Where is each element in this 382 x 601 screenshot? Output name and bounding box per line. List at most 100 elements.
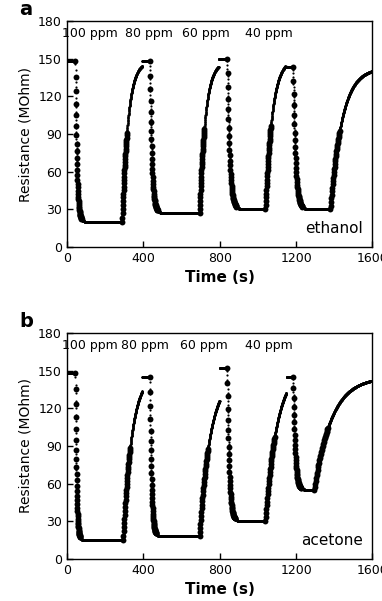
Point [284,372,290,382]
Point [299,202,305,212]
Point [291,125,298,135]
Point [283,388,290,398]
Point [300,203,306,213]
Point [238,516,244,526]
Point [324,426,330,435]
Point [149,493,155,503]
Point [355,381,361,391]
Point [86,535,92,545]
Point [121,510,128,519]
Point [74,513,81,522]
Point [134,401,140,411]
Point [156,207,162,217]
Point [170,531,176,541]
Point [143,56,149,66]
Point [103,217,109,227]
Point [217,363,223,373]
Point [87,535,94,545]
Point [326,204,332,214]
Point [197,521,203,531]
Point [183,209,189,218]
Point [345,94,351,103]
Point [108,217,114,227]
Point [339,394,345,404]
Point [80,535,86,545]
Point [343,100,349,110]
Point [293,463,299,472]
Point [211,413,217,423]
Point [165,209,171,218]
Point [272,88,278,97]
Point [330,410,336,420]
Point [320,204,326,214]
Point [84,217,90,227]
Point [248,204,254,214]
Point [66,368,72,378]
Point [64,56,70,66]
Point [216,54,222,64]
Point [287,372,293,382]
Point [338,396,344,406]
Point [339,395,345,404]
Point [270,444,276,454]
Point [166,209,172,218]
Point [369,67,375,76]
Point [324,427,330,437]
Point [204,448,210,457]
Point [66,56,73,66]
Point [236,516,242,526]
Point [366,67,372,77]
Point [252,516,258,526]
Point [347,386,353,396]
Point [272,89,278,99]
Point [98,217,104,227]
Point [110,535,116,545]
Point [250,204,256,214]
Point [151,523,157,533]
Point [122,157,128,166]
Point [206,437,212,447]
Point [198,510,204,519]
Point [204,454,210,464]
Point [260,516,266,526]
Point [247,204,253,214]
Point [318,448,324,457]
Point [124,129,130,138]
Point [181,531,188,541]
Point [303,204,309,214]
Point [226,123,232,133]
Point [182,531,188,541]
Point [119,535,125,545]
Point [307,485,313,495]
Point [280,397,286,407]
Point [279,399,285,409]
Point [259,204,265,214]
Point [333,404,339,413]
Point [363,69,369,79]
Point [87,217,93,227]
Point [188,531,194,541]
Point [180,531,186,541]
Point [323,204,329,214]
Point [178,531,184,541]
Point [90,217,96,227]
Point [346,90,353,100]
Point [209,423,215,433]
Point [207,81,213,91]
Point [183,531,189,541]
Point [248,204,254,214]
Point [108,535,115,545]
Point [244,204,250,214]
Point [343,389,350,399]
Point [155,531,161,540]
Point [227,476,233,486]
Point [148,133,154,142]
Point [362,70,368,79]
Point [72,56,78,66]
Point [262,516,268,526]
Point [138,63,144,72]
Point [223,54,230,64]
Point [151,191,157,201]
Point [348,87,354,97]
Point [237,204,243,214]
